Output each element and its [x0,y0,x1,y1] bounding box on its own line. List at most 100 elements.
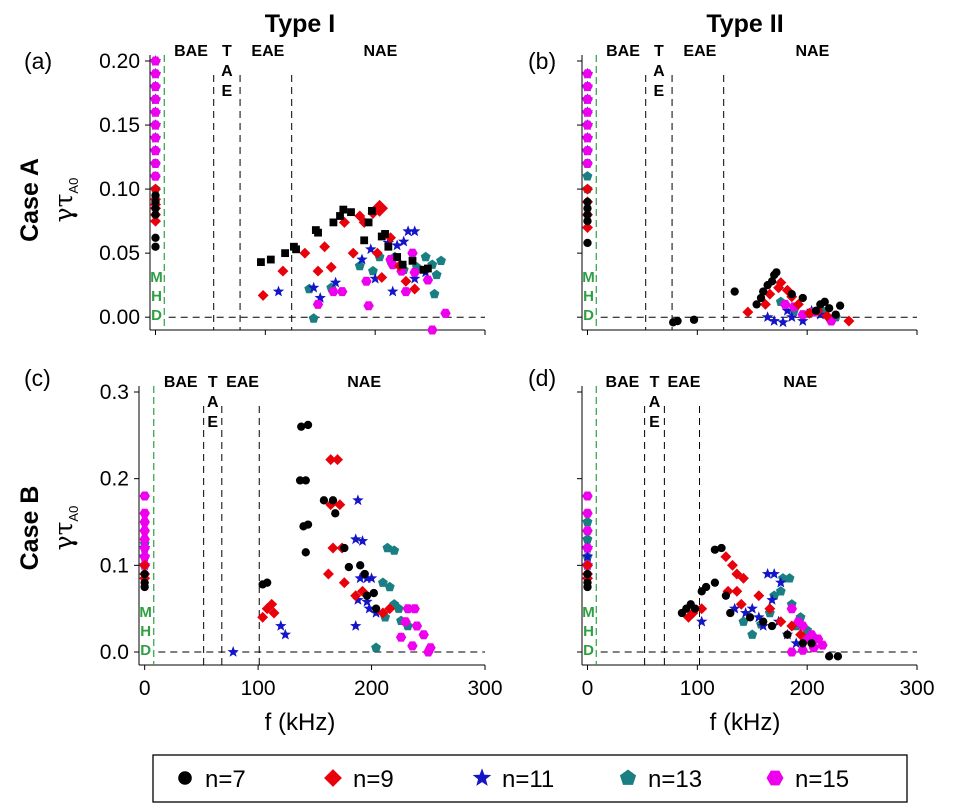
data-point-n7 [783,630,792,639]
legend-item-n7: n=7 [178,766,246,793]
legend-items: n=7 n=9 n=11 n=13 n=15 [178,766,849,793]
data-point-n9 [582,559,593,571]
data-point-n15 [418,630,429,640]
data-point-n15 [150,171,161,181]
data-point-n7 [752,300,761,309]
data-point-n15 [582,543,593,553]
data-point-n15 [150,120,161,130]
data-point-n13 [384,581,395,592]
data-point-n7 [824,304,834,313]
series-n7 [151,191,432,274]
data-point-n9 [150,183,161,195]
data-point-n15 [150,82,161,92]
data-point-n15 [395,632,407,642]
data-point-n15 [150,146,161,156]
data-point-n7 [673,316,682,326]
data-point-n7 [140,578,149,587]
data-point-n7 [367,206,376,215]
data-point-n7 [140,569,149,579]
data-point-n11 [402,225,414,237]
data-point-n11 [279,628,291,640]
data-point-n9 [334,499,346,511]
data-point-n13 [784,573,795,583]
data-point-n15 [582,526,593,536]
region-label-nae: NAE [783,374,817,391]
y-axis-label-sub: A0 [66,178,81,194]
data-point-n7 [745,613,755,622]
data-point-n9 [409,283,421,295]
data-point-n7 [423,264,432,273]
data-point-n9 [753,590,765,602]
data-point-n9 [384,603,396,615]
data-point-n11 [272,285,285,297]
data-point-n11 [398,235,410,247]
data-point-n7 [759,617,768,626]
data-point-n9 [735,598,747,610]
data-point-n7 [689,315,699,324]
data-point-n13 [393,603,404,613]
data-point-n11 [746,602,758,614]
region-label-nae: NAE [795,43,829,60]
data-point-n7 [583,569,592,579]
series-n9 [150,183,421,301]
data-point-n15 [402,604,414,614]
data-point-n13 [775,586,786,596]
data-point-n9 [371,247,383,259]
y-tick-label: 0.15 [99,114,140,137]
data-point-n11 [768,315,780,326]
data-point-n9 [319,241,331,253]
y-tick-label: 0.10 [99,178,140,201]
data-point-n7 [835,301,845,310]
data-point-n9 [400,275,412,287]
x-axis-label-left: f (kHz) [265,709,336,736]
data-point-n7 [381,230,389,238]
data-point-n13 [429,288,440,299]
row-title-case-a: Case A [16,158,44,242]
data-point-n7 [314,228,322,237]
data-point-n15 [312,299,324,309]
data-point-n7 [364,218,373,227]
data-point-n11 [354,572,366,584]
data-point-n13 [431,269,442,280]
data-point-n15 [139,543,150,553]
data-point-n7 [303,520,313,529]
data-point-n7 [710,578,720,587]
data-point-n7 [701,582,711,592]
data-point-n7 [344,562,354,572]
legend-label-n15: n=15 [795,766,849,793]
legend-marker-n11 [472,768,492,786]
data-point-n7 [281,249,289,258]
data-point-n9 [150,215,161,227]
panel-label: (d) [528,365,556,391]
series-n7 [583,543,843,661]
data-point-n9 [327,542,339,554]
data-point-n15 [150,69,161,79]
data-point-n11 [361,572,373,584]
data-point-n11 [350,620,362,631]
legend-item-n15: n=15 [766,766,849,793]
data-point-n15 [363,301,374,311]
data-point-n15 [411,621,423,631]
data-point-n7 [824,652,834,661]
y-axis-label-bottom: γτA0 [49,506,81,551]
data-point-n15 [150,94,161,104]
data-point-n7 [319,496,329,505]
data-point-n7 [690,604,700,613]
data-point-n7 [151,191,160,200]
data-point-n9 [775,277,787,289]
data-point-n11 [777,316,789,328]
data-point-n15 [400,617,411,627]
data-point-n9 [325,454,337,466]
data-point-n15 [139,517,150,527]
data-point-n15 [440,308,451,318]
data-point-n13 [582,171,593,181]
data-point-n9 [696,603,708,615]
x-tick-label: 300 [899,677,934,700]
data-point-n9 [720,551,732,563]
data-point-n7 [583,210,592,219]
data-point-n9 [582,183,593,195]
